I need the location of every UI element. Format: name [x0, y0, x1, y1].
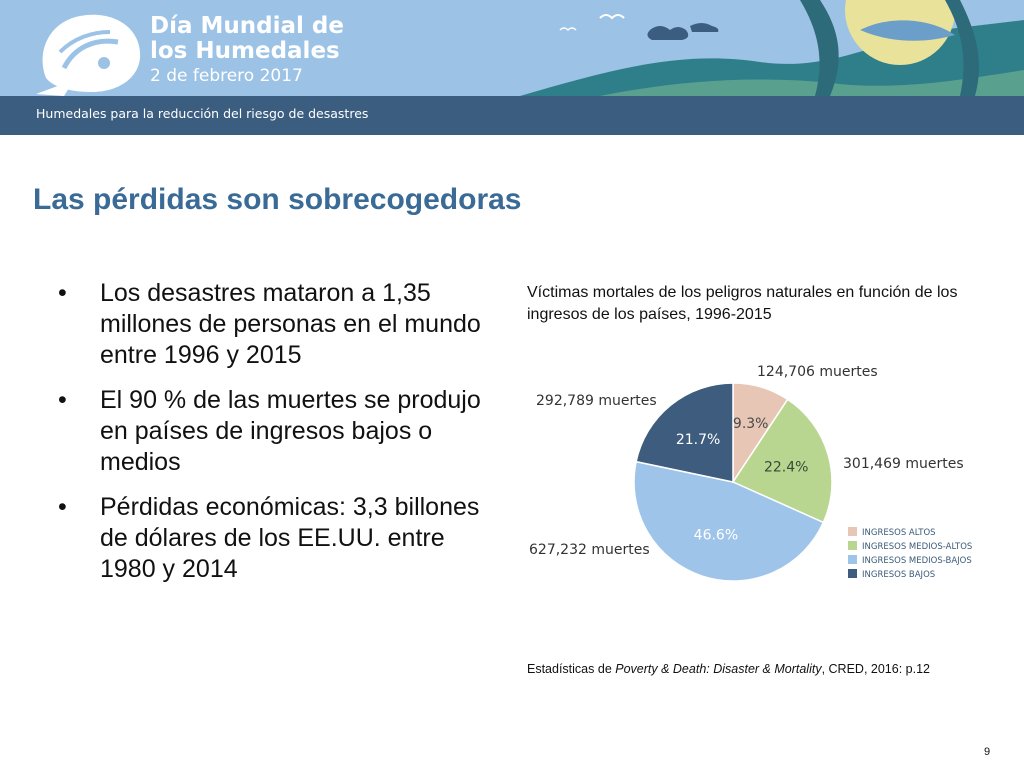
banner-strip: [0, 96, 1024, 135]
source-citation: Estadísticas de Poverty & Death: Disaste…: [527, 662, 930, 676]
legend-swatch: [848, 541, 857, 550]
bullet-text: El 90 % de las muertes se produjo en paí…: [100, 386, 481, 476]
legend-label: INGRESOS MEDIOS-ALTOS: [862, 542, 972, 552]
legend-swatch: [848, 527, 857, 536]
legend-swatch: [848, 555, 857, 564]
bird-icon: [599, 14, 625, 20]
pie-slice: [633, 460, 825, 582]
slice-percent-label: 22.4%: [764, 460, 808, 476]
banner-landscape: [520, 0, 1024, 96]
legend-label: INGRESOS BAJOS: [862, 570, 935, 580]
event-date: 2 de febrero 2017: [150, 66, 303, 86]
bullet-item: • Los desastres mataron a 1,35 millones …: [58, 278, 498, 371]
pie-slice: [731, 398, 833, 524]
source-prefix: Estadísticas de: [527, 662, 616, 676]
slice-deaths-label: 301,469 muertes: [843, 456, 964, 472]
source-title: Poverty & Death: Disaster & Mortality: [615, 662, 822, 676]
slide-title: Las pérdidas son sobrecogedoras: [33, 183, 522, 216]
wetlands-day-logo: [36, 14, 141, 96]
bullet-symbol: •: [58, 279, 67, 307]
legend-label: INGRESOS ALTOS: [862, 528, 936, 538]
fish-illustration: [860, 20, 955, 41]
bullet-symbol: •: [58, 493, 67, 521]
bullet-text: Los desastres mataron a 1,35 millones de…: [100, 279, 481, 369]
legend-swatch: [848, 569, 857, 578]
slice-deaths-label: 627,232 muertes: [529, 542, 650, 558]
slice-deaths-label: 292,789 muertes: [536, 393, 657, 409]
banner-subtitle: Humedales para la reducción del riesgo d…: [36, 106, 369, 121]
slice-percent-label: 9.3%: [733, 416, 769, 432]
bullet-symbol: •: [58, 386, 67, 414]
source-suffix: , CRED, 2016: p.12: [821, 662, 930, 676]
bird-icon: [559, 27, 577, 32]
event-title-line1: Día Mundial de: [150, 13, 344, 39]
chart-title: Víctimas mortales de los peligros natura…: [527, 284, 958, 323]
cloud-illustration: [647, 26, 689, 40]
bullet-item: • El 90 % de las muertes se produjo en p…: [58, 385, 498, 478]
header-banner: Día Mundial de los Humedales 2 de febrer…: [0, 0, 1024, 135]
bullet-item: • Pérdidas económicas: 3,3 billones de d…: [58, 492, 498, 585]
slice-percent-label: 21.7%: [676, 432, 720, 448]
slice-deaths-label: 124,706 muertes: [757, 364, 878, 380]
bullet-text: Pérdidas económicas: 3,3 billones de dól…: [100, 493, 480, 583]
event-title-line2: los Humedales: [150, 38, 340, 64]
slice-percent-label: 46.6%: [694, 528, 738, 544]
event-title: Día Mundial de los Humedales: [150, 14, 344, 64]
pie-slice: [635, 382, 734, 483]
legend-label: INGRESOS MEDIOS-BAJOS: [862, 556, 972, 566]
bullet-list: • Los desastres mataron a 1,35 millones …: [58, 278, 498, 599]
page-number: 9: [984, 746, 991, 758]
